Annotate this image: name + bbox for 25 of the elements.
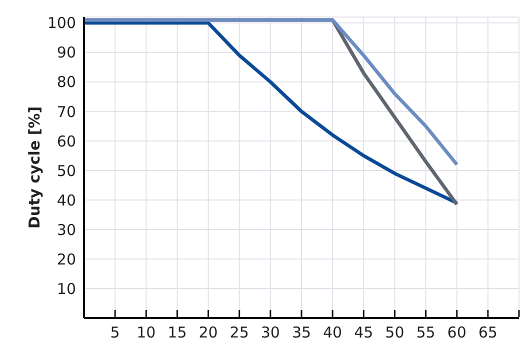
y-tick-label: 70	[56, 102, 76, 121]
x-tick-label: 45	[354, 324, 374, 342]
y-tick-label: 100	[47, 14, 76, 32]
x-tick-label: 30	[260, 324, 280, 342]
y-tick-label: 40	[56, 191, 76, 210]
y-tick-label: 60	[56, 132, 76, 150]
line-series	[84, 18, 459, 166]
x-tick-label: 25	[230, 324, 249, 342]
x-tick-label: 15	[168, 324, 187, 342]
x-tick-label: 50	[385, 324, 404, 342]
x-tick-label: 60	[447, 324, 466, 342]
y-tick-label: 90	[56, 44, 76, 62]
y-axis-title: Duty cycle [%]	[25, 106, 44, 229]
y-tick-label: 10	[56, 280, 76, 298]
y-tick-label: 30	[56, 220, 76, 239]
x-tick-label: 20	[198, 324, 218, 342]
x-tick-label: 10	[136, 324, 156, 342]
x-tick-label: 40	[323, 324, 342, 342]
y-tick-label: 50	[56, 162, 76, 180]
x-tick-label: 5	[110, 324, 120, 342]
y-tick-label: 20	[56, 250, 76, 268]
y-tick-label: 80	[56, 73, 76, 92]
x-tick-label: 65	[478, 324, 498, 342]
x-tick-label: 35	[292, 324, 312, 342]
x-tick-label: 55	[416, 324, 436, 342]
